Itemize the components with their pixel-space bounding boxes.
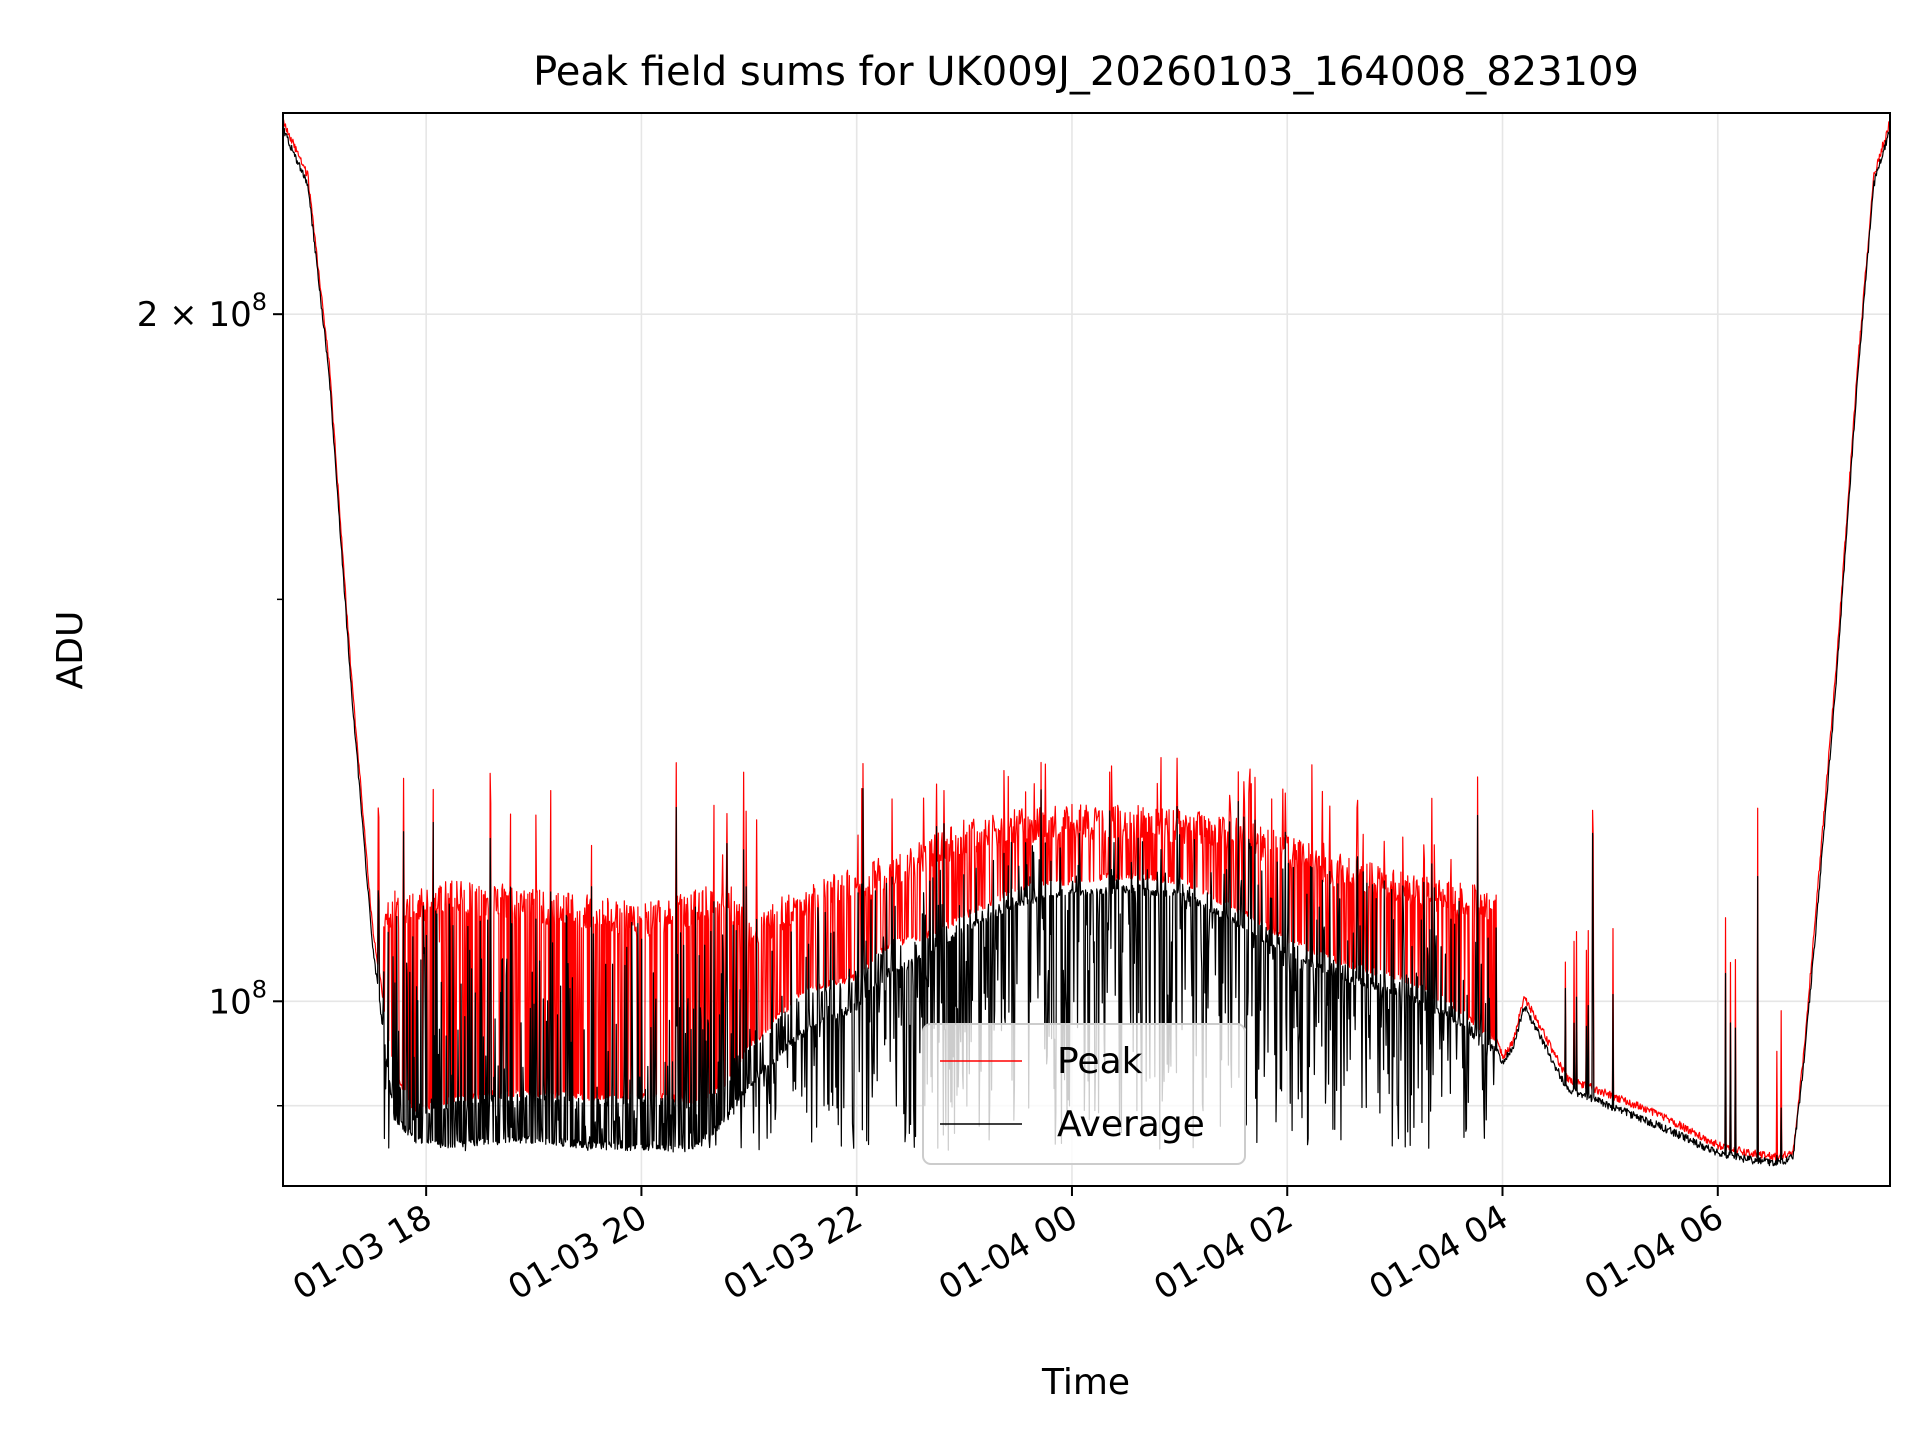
chart-title: Peak field sums for UK009J_20260103_1640…	[533, 49, 1639, 95]
legend: Peak Average	[922, 1023, 1246, 1165]
x-axis-label: Time	[1041, 1362, 1130, 1403]
legend-box	[922, 1023, 1246, 1165]
legend-label-average: Average	[1057, 1104, 1205, 1145]
legend-label-peak: Peak	[1057, 1041, 1143, 1082]
y-tick-label: 2 × 108	[137, 288, 267, 335]
y-axis-label: ADU	[50, 611, 91, 690]
plot-frame	[282, 112, 1891, 1187]
series-line-peak	[282, 118, 1891, 1161]
series-layer	[282, 118, 1891, 1167]
y-axis: 108 2 × 108	[137, 288, 283, 1107]
series-line-average	[282, 127, 1891, 1167]
y-tick-label: 108	[208, 975, 267, 1022]
grid-layer	[283, 113, 1890, 1186]
